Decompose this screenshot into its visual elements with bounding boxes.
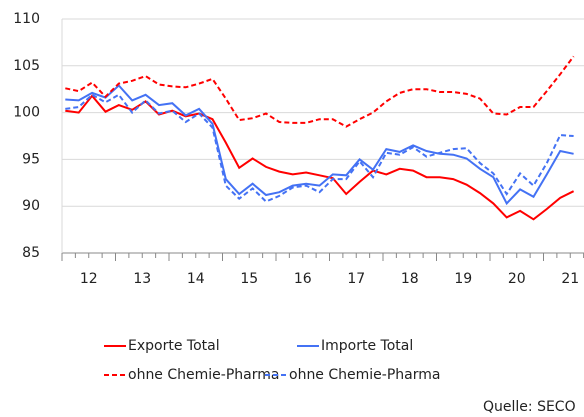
legend-label: ohne Chemie-Pharma xyxy=(289,367,440,383)
legend-label: Exporte Total xyxy=(128,338,220,354)
series-line xyxy=(65,84,574,206)
y-tick-label: 110 xyxy=(13,11,40,27)
y-tick-label: 90 xyxy=(22,198,40,214)
x-tick-label: 17 xyxy=(347,271,365,287)
y-tick-label: 100 xyxy=(13,105,40,121)
y-tick-label: 105 xyxy=(13,58,40,74)
source: Quelle: SECO xyxy=(483,399,576,415)
x-tick-label: 16 xyxy=(294,271,312,287)
x-tick-label: 15 xyxy=(240,271,258,287)
y-tick-label: 85 xyxy=(22,245,40,261)
series-line xyxy=(65,93,574,203)
x-tick-label: 13 xyxy=(133,271,151,287)
x-tick-label: 19 xyxy=(454,271,472,287)
x-tick-label: 21 xyxy=(561,271,579,287)
x-tick-label: 12 xyxy=(80,271,98,287)
series-line xyxy=(65,94,575,221)
legend-label: Importe Total xyxy=(321,338,413,354)
legend-label: ohne Chemie-Pharma xyxy=(128,367,279,383)
x-tick-label: 14 xyxy=(187,271,205,287)
series-line xyxy=(65,55,575,128)
x-tick-label: 20 xyxy=(508,271,526,287)
y-tick-label: 95 xyxy=(22,151,40,167)
x-tick-label: 18 xyxy=(401,271,419,287)
